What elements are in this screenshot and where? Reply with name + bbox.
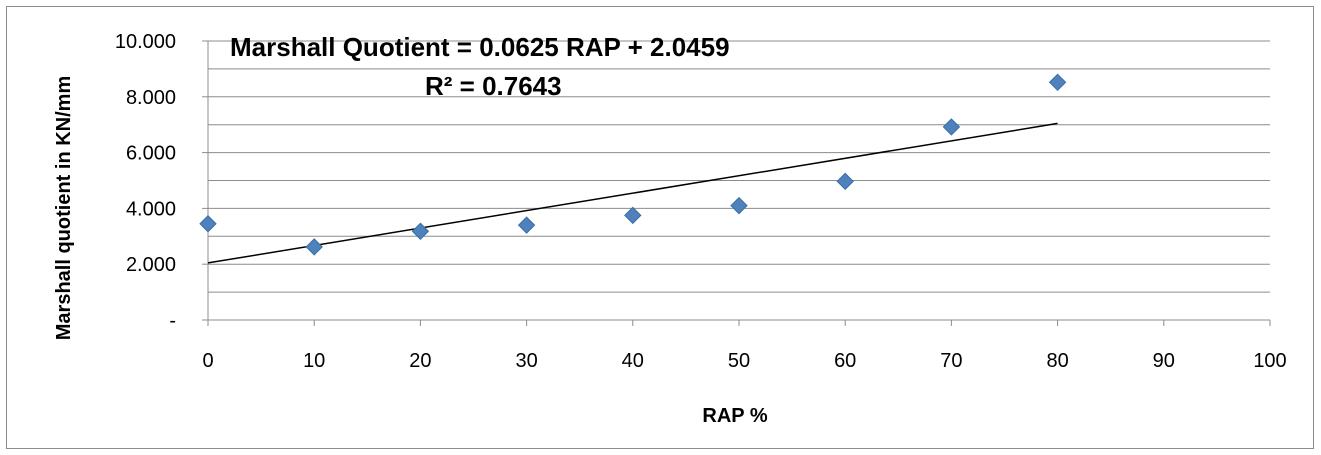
x-tick-label: 20 — [409, 350, 431, 372]
y-tick-label: 6.000 — [126, 143, 176, 165]
x-tick-label: 30 — [515, 350, 537, 372]
data-point — [1048, 73, 1067, 91]
data-point — [942, 118, 961, 136]
x-tick-label: 0 — [202, 350, 213, 372]
data-point — [836, 172, 854, 191]
data-point — [199, 215, 217, 233]
y-tick-label: 4.000 — [126, 198, 176, 220]
data-points — [199, 73, 1067, 256]
r-squared-annotation: R² = 0.7643 — [425, 71, 562, 101]
y-tick-label: 10.000 — [115, 31, 176, 53]
y-axis-title: Marshall quotient in KN/mm — [53, 76, 75, 340]
data-point — [411, 222, 430, 240]
y-tick-label: 2.000 — [126, 254, 176, 276]
y-tick-label: - — [169, 310, 176, 332]
x-axis-title: RAP % — [702, 405, 767, 427]
equation-annotation: Marshall Quotient = 0.0625 RAP + 2.0459 — [230, 32, 730, 62]
data-point — [624, 206, 642, 225]
tick-labels: - 2.000 4.000 6.000 8.000 10.000 0 10 20 30 40 50 60… — [115, 31, 1287, 372]
x-tick-label: 100 — [1253, 350, 1286, 372]
x-tick-label: 40 — [622, 350, 644, 372]
data-point — [517, 216, 536, 234]
chart-frame — [6, 6, 1314, 449]
axes — [202, 40, 1271, 326]
x-tick-label: 10 — [303, 350, 325, 372]
data-point — [305, 238, 323, 256]
x-tick-label: 60 — [834, 350, 856, 372]
gridlines — [208, 40, 1270, 293]
trendline-group — [207, 122, 1058, 264]
x-tick-label: 70 — [940, 350, 962, 372]
x-tick-label: 90 — [1153, 350, 1175, 372]
x-tick-label: 80 — [1046, 350, 1068, 372]
y-tick-label: 8.000 — [126, 87, 176, 109]
data-point — [730, 196, 748, 215]
linear-trendline — [207, 122, 1058, 264]
x-tick-label: 50 — [728, 350, 750, 372]
